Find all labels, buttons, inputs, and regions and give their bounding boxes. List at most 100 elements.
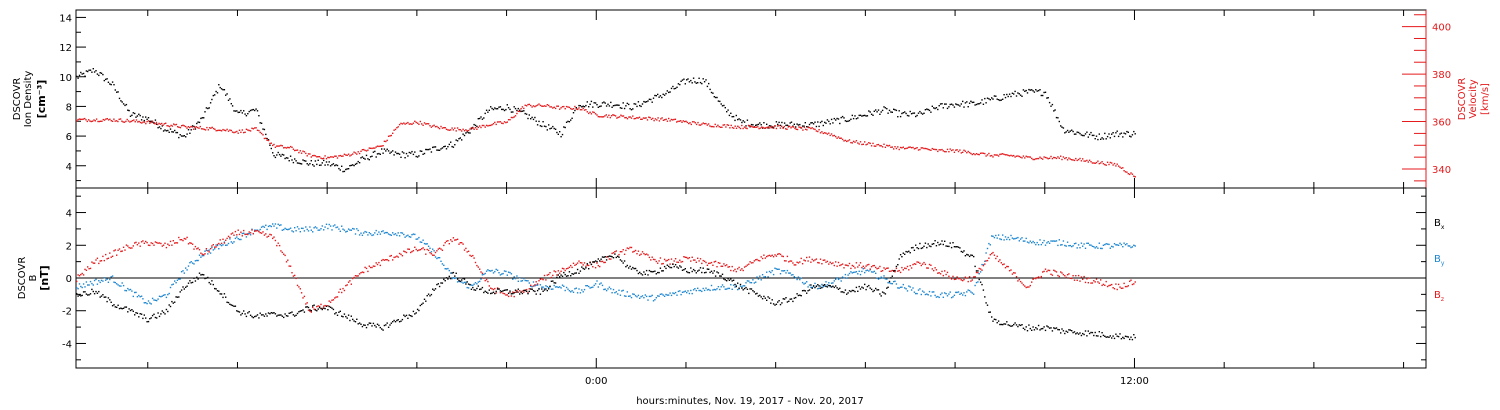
density-point (414, 151, 416, 153)
density-point (1108, 133, 1110, 135)
bz-point (778, 253, 780, 255)
velocity-point (721, 126, 723, 128)
bz-point (339, 288, 341, 290)
density-point (979, 102, 982, 104)
velocity-point (974, 153, 976, 156)
density-point (1055, 116, 1058, 119)
bx-point (630, 268, 633, 270)
density-point (136, 115, 139, 117)
by-point (948, 293, 950, 295)
bz-point (1003, 263, 1005, 265)
by-point (881, 277, 884, 279)
bx-point (822, 284, 824, 287)
density-tick-label: 14 (59, 13, 72, 24)
velocity-point (207, 129, 209, 131)
by-point (466, 286, 468, 289)
bx-point (139, 313, 141, 315)
velocity-point (786, 128, 788, 130)
bz-point (158, 242, 161, 244)
by-point (977, 281, 979, 283)
bx-point (795, 296, 797, 299)
bz-point (458, 243, 460, 245)
by-point (360, 232, 362, 234)
bz-point (691, 256, 693, 258)
density-point (888, 109, 891, 112)
bz-point (418, 249, 420, 251)
bz-point (76, 280, 78, 283)
bx-point (841, 291, 844, 293)
by-point (556, 286, 558, 288)
bx-point (196, 276, 198, 278)
density-point (437, 149, 439, 151)
bz-point (1004, 267, 1007, 269)
bz-point (717, 262, 720, 264)
by-point (763, 276, 765, 278)
by-point (801, 281, 804, 284)
velocity-point (76, 120, 78, 122)
bx-point (189, 280, 191, 282)
bx-point (695, 272, 697, 274)
bz-point (1061, 272, 1063, 274)
bz-point (939, 273, 942, 275)
density-point (520, 110, 522, 113)
by-point (1119, 242, 1121, 244)
density-point (284, 157, 286, 160)
bx-point (113, 304, 115, 306)
by-point (241, 232, 243, 235)
velocity-point (398, 123, 401, 126)
density-point (626, 102, 628, 105)
velocity-point (312, 155, 314, 157)
density-point (815, 125, 818, 128)
density-point (161, 125, 163, 127)
bx-point (1039, 329, 1041, 331)
bx-point (993, 318, 996, 320)
bz-point (343, 289, 346, 292)
bz-point (977, 272, 979, 274)
bx-point (151, 314, 154, 317)
velocity-point (762, 126, 764, 129)
bz-point (819, 258, 822, 260)
density-point (434, 146, 437, 148)
velocity-point (327, 156, 329, 159)
bx-point (368, 322, 370, 324)
velocity-point (967, 150, 969, 153)
density-point (237, 111, 239, 114)
density-point (821, 120, 823, 123)
velocity-point (143, 121, 146, 123)
velocity-point (800, 127, 803, 129)
velocity-point (227, 130, 230, 132)
bz-point (866, 264, 869, 266)
bx-point (692, 268, 695, 271)
velocity-point (1010, 154, 1012, 157)
bz-point (928, 263, 931, 266)
bz-point (1094, 281, 1096, 283)
by-point (218, 248, 220, 250)
bx-point (1100, 335, 1102, 338)
bx-point (948, 245, 950, 248)
density-point (474, 124, 477, 127)
bz-point (993, 254, 996, 256)
density-point (127, 109, 129, 111)
bx-point (909, 252, 911, 254)
bx-point (183, 288, 185, 290)
bx-point (190, 282, 192, 284)
bz-point (985, 260, 987, 262)
bz-point (375, 262, 377, 264)
velocity-point (992, 156, 994, 158)
by-point (171, 284, 173, 286)
velocity-point (103, 119, 106, 121)
velocity-point (445, 128, 448, 130)
bz-point (189, 242, 191, 244)
bx-point (681, 269, 684, 271)
by-point (746, 280, 749, 282)
bz-point (979, 268, 982, 270)
by-point (1019, 238, 1022, 240)
bx-point (905, 250, 907, 253)
velocity-point (583, 109, 586, 111)
by-point (516, 275, 518, 277)
bx-point (757, 295, 760, 297)
by-point (205, 249, 208, 252)
bz-point (320, 303, 322, 306)
density-point (785, 124, 787, 126)
